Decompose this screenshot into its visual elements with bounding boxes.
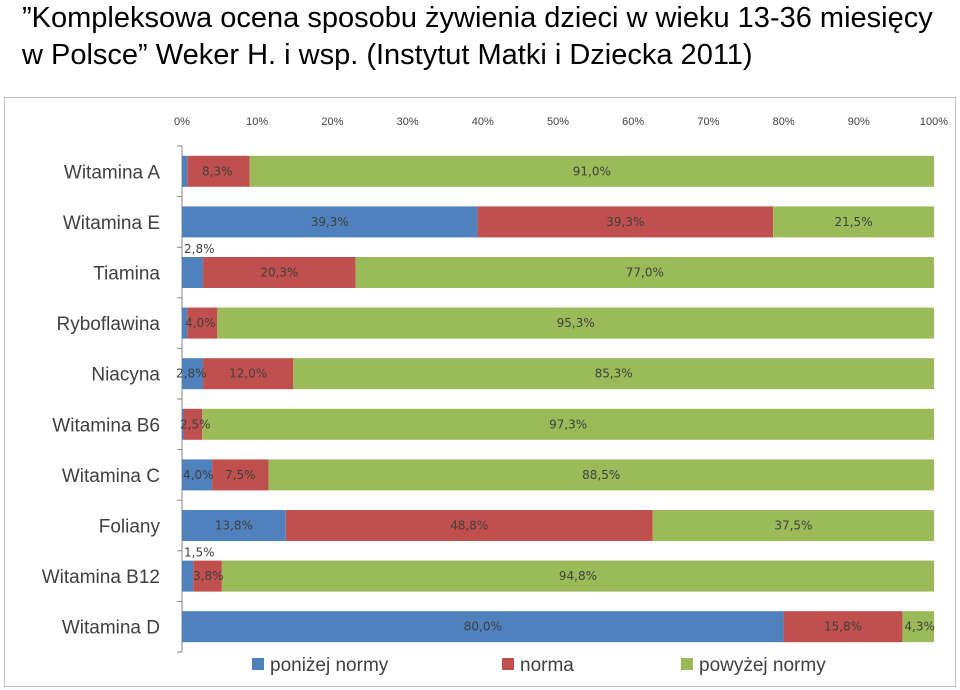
data-label: 2,8% [176,367,207,381]
bar-segment [203,358,294,390]
bar-segment [285,510,653,541]
x-tick-label: 70% [697,116,719,128]
x-tick-label: 20% [321,116,343,128]
bar-segment [477,206,774,238]
data-label: 39,3% [606,215,644,229]
category-label: Witamina D [62,618,160,639]
data-label: 12,0% [229,367,267,381]
bar-segment [221,560,934,592]
data-label: 91,0% [573,164,611,178]
category-label: Witamina B12 [42,567,160,588]
bar-segment [202,408,934,440]
data-label: 7,5% [225,468,256,482]
data-label: 95,3% [557,316,595,330]
x-tick-label: 80% [773,116,795,128]
legend-swatch [502,658,514,670]
data-label: 21,5% [834,215,872,229]
bar-segment [783,611,903,643]
data-label: 3,8% [193,569,224,583]
bar-segment [182,408,184,440]
bar-segment [182,307,188,339]
bar-segment [203,257,356,288]
category-label: Ryboflawina [57,314,161,335]
bar-segment [182,155,188,187]
bar-segment [183,408,203,440]
bar-segment [187,155,250,187]
x-tick-label: 10% [246,116,268,128]
data-label: 48,8% [450,519,488,533]
category-label: Witamina B6 [52,415,160,436]
bar-segment [182,459,213,491]
bar-segment [182,611,784,643]
data-label: 80,0% [464,620,502,634]
legend-label: powyżej normy [699,655,826,676]
data-label: 15,8% [824,620,862,634]
bar-segment [182,358,204,390]
data-label: 20,3% [260,266,298,280]
bar-segment [187,307,218,339]
data-label: 97,3% [549,417,587,431]
category-label: Niacyna [91,365,160,386]
data-label: 39,3% [311,215,349,229]
bar-segment [293,358,934,390]
data-label: 77,0% [626,266,664,280]
data-label: 94,8% [559,569,597,583]
bar-segment [902,611,934,643]
bar-segment [268,459,935,491]
data-label: 13,8% [215,519,253,533]
data-label: 2,5% [180,417,211,431]
bar-segment [249,155,934,187]
data-label: 4,0% [185,316,216,330]
legend-swatch [252,658,264,670]
x-tick-label: 30% [397,116,419,128]
category-label: Tiamina [93,264,160,285]
category-label: Witamina A [64,162,160,183]
category-label: Witamina E [63,213,160,234]
bar-segment [652,510,934,541]
x-tick-label: 0% [174,116,190,128]
data-label: 4,3% [904,620,935,634]
data-label: 37,5% [774,519,812,533]
bar-segment [182,206,478,238]
page-title: ”Kompleksowa ocena sposobu żywienia dzie… [22,2,933,71]
data-label: 1,5% [184,546,215,560]
data-label: 2,8% [184,242,215,256]
legend-label: norma [520,655,574,676]
data-label: 8,3% [202,164,233,178]
x-tick-label: 40% [472,116,494,128]
bar-segment [217,307,934,339]
bar-segment [182,510,286,541]
category-label: Witamina C [62,466,160,487]
x-tick-label: 100% [920,116,948,128]
x-tick-label: 90% [848,116,870,128]
x-tick-label: 50% [547,116,569,128]
chart-frame [4,97,956,687]
bar-segment [182,257,204,288]
x-tick-label: 60% [622,116,644,128]
category-label: Foliany [99,517,161,538]
data-label: 4,0% [183,468,214,482]
bar-segment [212,459,269,491]
bar-segment [773,206,934,238]
data-label: 85,3% [595,367,633,381]
legend-label: poniżej normy [270,655,389,676]
bar-segment [182,560,194,592]
bar-segment [355,257,934,288]
data-label: 88,5% [582,468,620,482]
legend-swatch [681,658,693,670]
bar-segment [193,560,222,592]
